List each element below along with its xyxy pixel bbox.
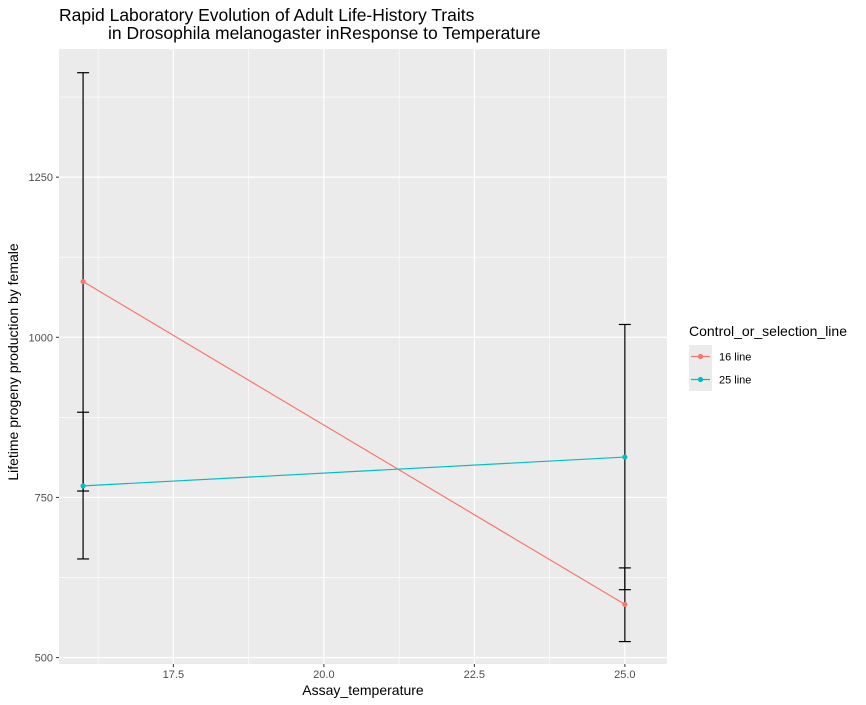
x-tick-label: 17.5 — [163, 669, 184, 681]
x-tick-label: 22.5 — [464, 669, 485, 681]
series-line-16-line — [82, 281, 626, 605]
legend-keys: 16 line 25 line — [689, 345, 751, 391]
x-tick-label: 25.0 — [614, 669, 635, 681]
axis-ticks: 17.5 20.0 22.5 25.0 500 750 1000 1250 — [29, 172, 636, 681]
x-axis-title: Assay_temperature — [302, 682, 424, 698]
x-tick-label: 20.0 — [313, 669, 334, 681]
legend: Control_or_selection_line 16 line 25 line — [689, 323, 847, 391]
legend-label-16-line: 16 line — [719, 352, 751, 364]
y-tick-label: 1000 — [29, 332, 53, 344]
series-line-25-line — [83, 456, 625, 487]
y-tick-label: 1250 — [29, 172, 53, 184]
plot-panel — [59, 49, 667, 664]
y-axis-title: Lifetime progeny production by female — [5, 243, 21, 481]
data-point-16-line — [622, 601, 628, 608]
legend-key-point-25-line — [697, 376, 704, 383]
data-point-25-line — [622, 454, 628, 460]
chart-title-line-1: Rapid Laboratory Evolution of Adult Life… — [59, 5, 475, 25]
grid-lines — [59, 49, 667, 664]
y-tick-label: 750 — [35, 492, 53, 504]
y-tick-label: 500 — [35, 653, 53, 665]
legend-key-point-16-line — [697, 353, 704, 360]
series-points — [80, 278, 628, 608]
legend-label-25-line: 25 line — [719, 375, 751, 387]
series-lines — [82, 281, 626, 605]
legend-title: Control_or_selection_line — [689, 323, 847, 339]
data-point-25-line — [80, 483, 86, 489]
data-point-16-line — [80, 278, 86, 285]
chart-title-line-2: in Drosophila melanogaster inResponse to… — [108, 23, 541, 43]
